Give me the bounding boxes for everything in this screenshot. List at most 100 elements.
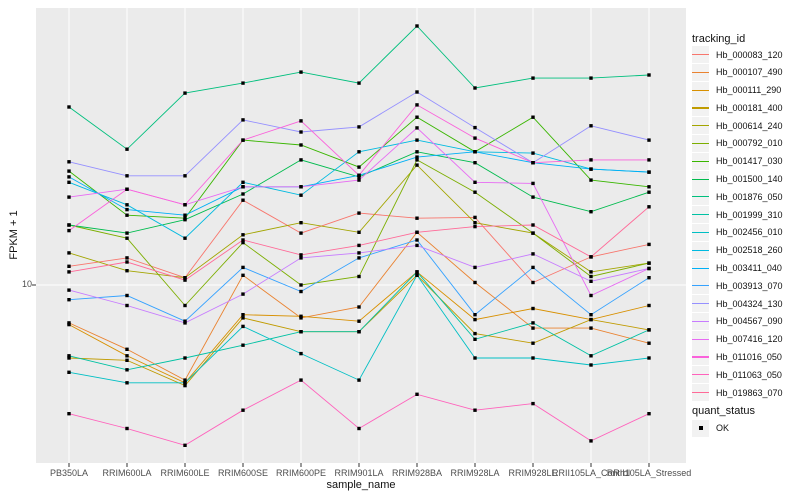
data-point — [241, 180, 245, 184]
data-point — [241, 233, 245, 237]
data-point — [589, 326, 593, 330]
data-point — [589, 178, 593, 182]
x-tick-label-RRIM901LA: RRIM901LA — [334, 468, 384, 478]
data-point — [415, 216, 419, 220]
legend-label: Hb_000083_120 — [716, 49, 783, 60]
data-point — [125, 358, 129, 362]
legend-item-Hb_000614_240: Hb_000614_240 — [692, 117, 783, 135]
data-point — [241, 238, 245, 242]
legend-line-icon — [692, 249, 709, 251]
legend-label: Hb_002456_010 — [716, 227, 783, 238]
data-point — [589, 76, 593, 80]
data-point — [589, 279, 593, 283]
data-point — [241, 118, 245, 122]
data-point — [67, 180, 71, 184]
data-point — [415, 392, 419, 396]
data-point — [415, 230, 419, 234]
data-point — [125, 147, 129, 151]
y-axis-title: FPKM + 1 — [8, 210, 20, 260]
legend-line-icon — [692, 285, 709, 287]
legend-item-Hb_000111_290: Hb_000111_290 — [692, 81, 781, 99]
data-point — [531, 76, 535, 80]
data-point — [183, 378, 187, 382]
data-point — [531, 195, 535, 199]
legend-item-Hb_000107_490: Hb_000107_490 — [692, 63, 783, 81]
data-point — [299, 330, 303, 334]
legend-item-Hb_019863_070: Hb_019863_070 — [692, 384, 783, 402]
data-point — [415, 150, 419, 154]
legend-key-swatch — [692, 117, 709, 135]
data-point — [531, 306, 535, 311]
legend-line-icon — [692, 89, 709, 91]
x-tick-label-RRIM928LA: RRIM928LA — [450, 468, 500, 478]
data-point — [299, 185, 303, 189]
legend-label: Hb_002518_260 — [716, 245, 783, 256]
data-point — [473, 224, 477, 229]
legend-line-icon — [692, 303, 709, 305]
data-point — [415, 270, 419, 274]
legend-item-Hb_002456_010: Hb_002456_010 — [692, 223, 783, 241]
data-point — [647, 303, 651, 308]
data-point — [647, 266, 651, 271]
data-point — [357, 251, 361, 255]
data-point — [241, 198, 245, 202]
data-point — [125, 231, 129, 235]
data-point — [125, 354, 129, 358]
data-point — [531, 161, 535, 165]
data-point — [241, 324, 245, 329]
panel-background — [36, 8, 686, 463]
legend-item-Hb_007416_120: Hb_007416_120 — [692, 330, 783, 348]
data-point — [473, 150, 477, 154]
legend-label: Hb_001876_050 — [716, 191, 783, 202]
data-point — [67, 169, 71, 173]
data-point — [299, 130, 303, 134]
data-point — [473, 190, 477, 194]
data-point — [647, 341, 651, 345]
data-point — [183, 91, 187, 95]
data-point — [299, 253, 303, 257]
x-tick-label-RRIM600SE: RRIM600SE — [217, 468, 269, 478]
data-point — [531, 341, 535, 345]
data-point — [299, 351, 303, 356]
data-point — [241, 138, 245, 142]
data-point — [241, 192, 245, 196]
x-tick-label-RRIM600LE: RRIM600LE — [160, 468, 210, 478]
data-point — [241, 265, 245, 270]
data-point — [299, 378, 303, 382]
legend-item-Hb_001999_310: Hb_001999_310 — [692, 206, 783, 224]
legend-line-icon — [692, 338, 709, 340]
legend-label: Hb_011016_050 — [716, 351, 782, 362]
data-point — [647, 190, 651, 194]
data-point — [67, 288, 71, 292]
data-point — [531, 265, 535, 270]
data-point — [473, 180, 477, 184]
legend-line-icon — [692, 320, 709, 322]
data-point — [125, 303, 129, 308]
data-point — [531, 115, 535, 119]
data-point — [415, 126, 419, 130]
y-tick-label: 10 — [21, 279, 32, 289]
data-point — [357, 378, 361, 382]
data-point — [299, 256, 303, 260]
legend-key-swatch — [692, 295, 709, 313]
legend-item-Hb_003411_040: Hb_003411_040 — [692, 259, 782, 277]
x-axis-title: sample_name — [326, 479, 396, 491]
legend-line-icon — [692, 54, 709, 56]
legend-label: Hb_001500_140 — [716, 174, 783, 184]
data-point — [299, 283, 303, 287]
data-point — [357, 426, 361, 431]
data-point — [647, 73, 651, 77]
x-tick-label-RRIM600PE: RRIM600PE — [275, 468, 327, 478]
legend-line-icon — [692, 107, 709, 109]
legend-label: Hb_000181_400 — [716, 102, 783, 113]
legend-key-swatch — [692, 366, 709, 384]
legend-label: OK — [716, 423, 730, 433]
legend-item-Hb_002518_260: Hb_002518_260 — [692, 241, 783, 259]
data-point — [473, 317, 477, 322]
data-point — [299, 221, 303, 225]
data-point — [241, 81, 245, 85]
data-point — [125, 207, 129, 212]
data-point — [531, 181, 535, 186]
data-point — [415, 115, 419, 119]
data-point — [589, 158, 593, 162]
